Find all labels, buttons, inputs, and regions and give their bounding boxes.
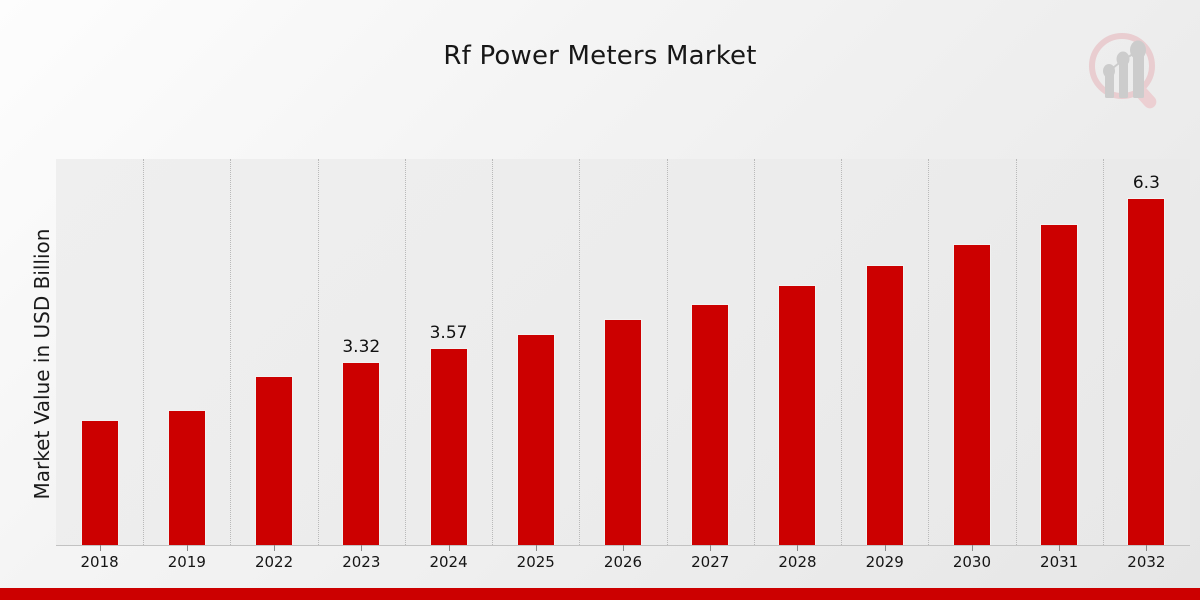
- gridline: [1015, 159, 1017, 545]
- bar-2026[interactable]: [604, 319, 642, 545]
- gridline: [492, 159, 494, 545]
- x-tick-mark-2031: [1059, 545, 1061, 551]
- market-research-magnifier-logo: [1082, 28, 1168, 110]
- bar-value-label-2032: 6.3: [1132, 172, 1160, 193]
- x-tick-mark-2030: [971, 545, 973, 551]
- bar-2028[interactable]: [778, 285, 817, 545]
- gridline: [753, 159, 755, 545]
- bar-2019[interactable]: [167, 409, 206, 545]
- x-tick-mark-2022: [274, 545, 276, 551]
- bar-2024[interactable]: [429, 348, 468, 545]
- bar-2027[interactable]: [691, 304, 730, 545]
- x-tick-mark-2029: [884, 545, 886, 551]
- x-tick-label-2032: 2032: [1127, 553, 1166, 571]
- bar-value-label-2023: 3.32: [342, 336, 381, 357]
- x-tick-mark-2024: [448, 545, 450, 551]
- x-tick-label-2031: 2031: [1040, 553, 1079, 571]
- x-tick-label-2024: 2024: [429, 553, 468, 571]
- x-tick-label-2019: 2019: [167, 553, 206, 571]
- x-tick-label-2026: 2026: [603, 553, 643, 571]
- x-tick-mark-2027: [710, 545, 712, 551]
- bar-2029[interactable]: [865, 265, 904, 545]
- x-tick-mark-2019: [186, 545, 188, 551]
- bar-value-label-2024: 3.57: [429, 323, 468, 344]
- gridline: [404, 159, 406, 545]
- x-tick-mark-2023: [361, 545, 363, 551]
- gridline: [230, 159, 232, 545]
- x-tick-label-2030: 2030: [952, 553, 992, 571]
- bar-2030[interactable]: [952, 244, 991, 545]
- x-tick-mark-2025: [535, 545, 537, 551]
- gridline: [928, 159, 930, 545]
- x-tick-mark-2032: [1146, 545, 1148, 551]
- x-tick-label-2023: 2023: [342, 553, 381, 571]
- bar-2032[interactable]: [1127, 197, 1166, 545]
- gridline: [317, 159, 319, 545]
- gridline: [1102, 159, 1104, 545]
- plot-area: 3.32 3.57 6.3: [56, 159, 1190, 545]
- bar-2022[interactable]: [255, 376, 294, 545]
- x-tick-label-2022: 2022: [254, 553, 294, 571]
- gridline: [579, 159, 581, 545]
- page-title: Rf Power Meters Market: [443, 41, 757, 71]
- bar-2031[interactable]: [1040, 224, 1079, 545]
- x-tick-label-2018: 2018: [80, 553, 119, 571]
- x-tick-mark-2026: [623, 545, 624, 551]
- gridline: [143, 159, 145, 545]
- x-tick-label-2029: 2029: [865, 553, 904, 571]
- gridline: [841, 159, 843, 545]
- bar-2023[interactable]: [342, 361, 381, 545]
- bottom-accent-bar: [0, 588, 1200, 600]
- x-tick-label-2025: 2025: [516, 553, 555, 571]
- gridline: [666, 159, 668, 545]
- x-tick-label-2027: 2027: [691, 553, 730, 571]
- bar-2018[interactable]: [80, 420, 119, 545]
- x-tick-label-2028: 2028: [778, 553, 817, 571]
- x-tick-mark-2018: [99, 545, 101, 551]
- x-tick-mark-2028: [797, 545, 799, 551]
- y-axis-title: Market Value in USD Billion: [30, 228, 54, 500]
- bar-2025[interactable]: [516, 334, 555, 545]
